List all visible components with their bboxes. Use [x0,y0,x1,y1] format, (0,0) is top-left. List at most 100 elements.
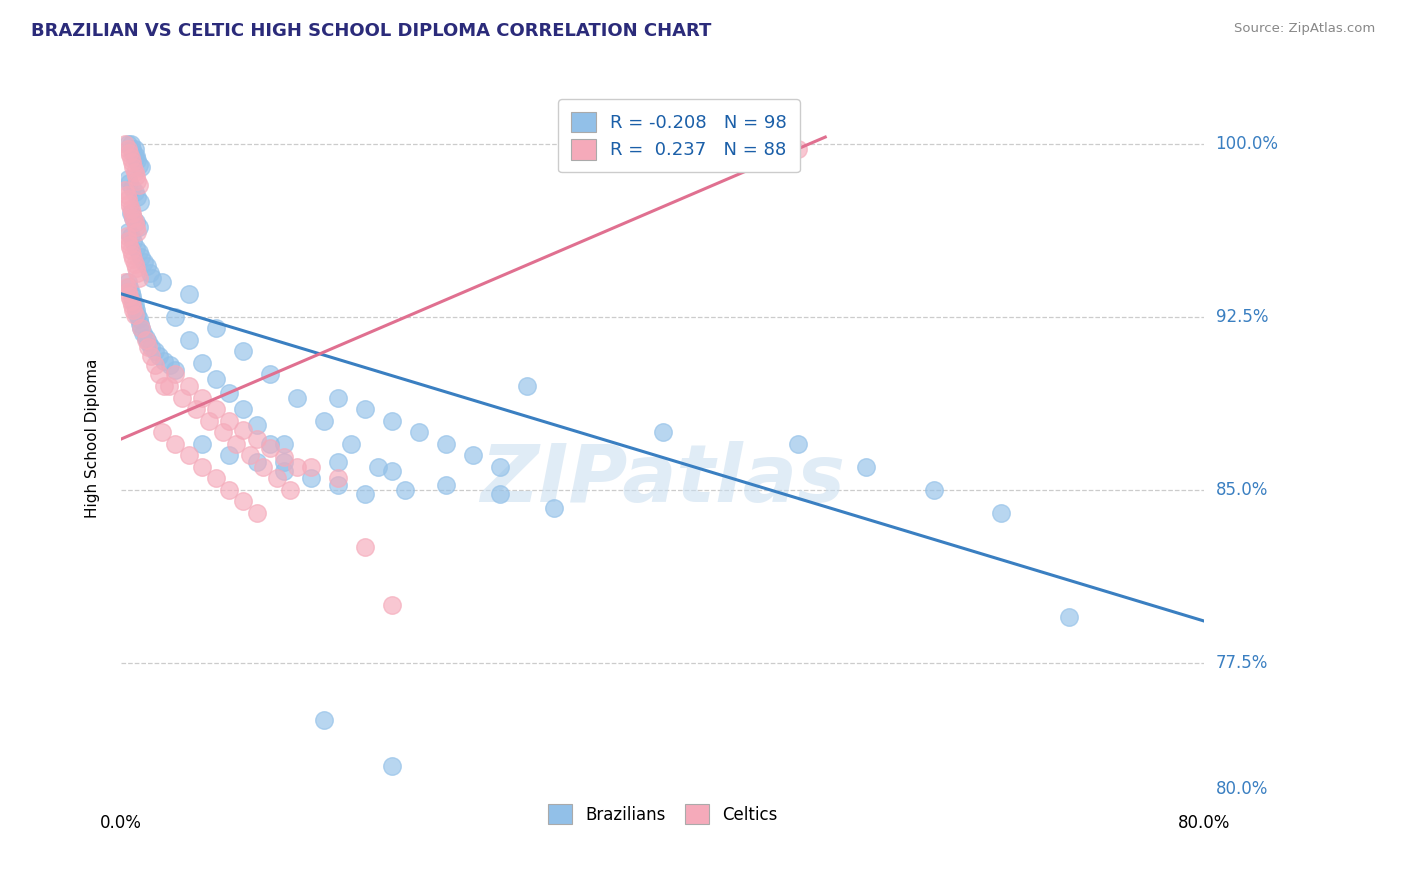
Point [129,317,152,331]
Point [150,425,173,439]
Point [121,142,143,156]
Point [177,448,200,462]
Point [232,494,254,508]
Point [125,169,148,184]
Point [124,298,146,312]
Point [121,181,143,195]
Point [121,206,143,220]
Point [117,142,139,156]
Point [128,219,150,234]
Text: 92.5%: 92.5% [1216,308,1268,326]
Text: 85.0%: 85.0% [1216,481,1268,499]
Point [134,330,156,344]
Point [855,459,877,474]
Point [367,459,389,474]
Point [205,321,228,335]
Point [177,379,200,393]
Point [125,241,148,255]
Point [354,402,377,417]
Point [139,349,162,363]
Point [136,335,159,350]
Point [205,372,228,386]
Point [285,459,308,474]
Point [434,436,457,450]
Point [127,190,149,204]
Y-axis label: High School Diploma: High School Diploma [86,359,100,517]
Point [184,402,207,417]
Point [125,219,148,234]
Point [326,455,349,469]
Point [177,286,200,301]
Point [218,448,240,462]
Point [218,386,240,401]
Point [159,358,181,372]
Point [259,442,281,456]
Text: 100.0%: 100.0% [1216,135,1278,153]
Point [381,414,404,428]
Point [299,471,322,485]
Point [354,487,377,501]
Point [115,229,138,244]
Point [211,425,233,439]
Point [115,280,138,294]
Point [314,414,336,428]
Point [120,243,142,257]
Point [124,215,146,229]
Point [198,414,221,428]
Point [273,464,295,478]
Point [394,483,416,497]
Point [117,285,139,299]
Point [117,234,139,248]
Point [489,459,512,474]
Point [118,289,141,303]
Point [124,308,146,322]
Text: Source: ZipAtlas.com: Source: ZipAtlas.com [1234,22,1375,36]
Point [259,368,281,382]
Point [381,759,404,773]
Point [134,333,156,347]
Point [150,275,173,289]
Point [463,448,485,462]
Point [273,450,295,465]
Point [218,483,240,497]
Point [125,302,148,317]
Point [124,142,146,156]
Point [326,478,349,492]
Point [141,270,163,285]
Point [118,176,141,190]
Point [165,363,187,377]
Point [124,164,146,178]
Point [117,171,139,186]
Point [191,391,214,405]
Point [280,483,302,497]
Point [135,259,157,273]
Point [326,471,349,485]
Point [165,310,187,324]
Point [340,436,363,450]
Point [131,321,153,335]
Point [120,285,142,299]
Point [990,506,1012,520]
Point [489,487,512,501]
Point [191,436,214,450]
Point [127,308,149,322]
Point [252,459,274,474]
Point [434,478,457,492]
Point [118,280,141,294]
Point [138,266,160,280]
Point [122,211,145,225]
Point [1057,609,1080,624]
Point [543,501,565,516]
Point [128,270,150,285]
Point [225,436,247,450]
Point [128,158,150,172]
Point [787,142,810,156]
Point [118,197,141,211]
Text: 0.0%: 0.0% [100,814,142,832]
Point [120,293,142,308]
Point [922,483,945,497]
Point [232,423,254,437]
Point [120,136,142,151]
Point [128,245,150,260]
Point [114,136,136,151]
